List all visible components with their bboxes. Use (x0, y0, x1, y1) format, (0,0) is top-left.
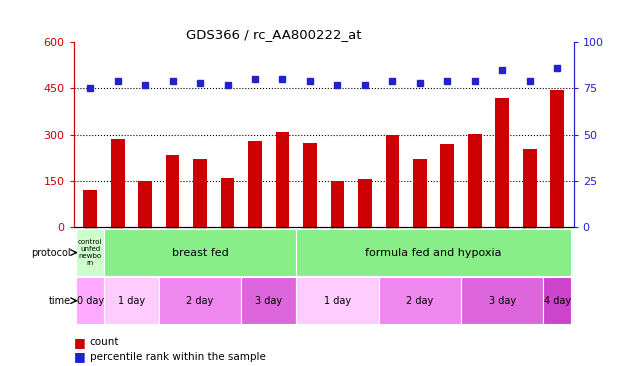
Bar (221, 178, 235, 227)
Bar (138, 181, 152, 227)
Bar (413, 158, 427, 227)
Bar (440, 144, 454, 227)
Bar (111, 139, 124, 227)
Text: 4 day: 4 day (544, 296, 570, 306)
Bar (159, 277, 241, 324)
Text: control
unfed
newbo
rn: control unfed newbo rn (78, 239, 103, 266)
Text: protocol: protocol (31, 247, 71, 258)
Bar (385, 135, 399, 227)
Bar (551, 90, 564, 227)
Bar (104, 277, 159, 324)
Bar (331, 181, 344, 227)
Bar (296, 277, 379, 324)
Text: 2 day: 2 day (187, 296, 213, 306)
Bar (83, 190, 97, 227)
Bar (523, 149, 537, 227)
Bar (461, 277, 544, 324)
Text: percentile rank within the sample: percentile rank within the sample (90, 352, 265, 362)
Text: time: time (48, 296, 71, 306)
Bar (303, 143, 317, 227)
Title: GDS366 / rc_AA800222_at: GDS366 / rc_AA800222_at (186, 28, 362, 41)
Text: 0 day: 0 day (77, 296, 104, 306)
Bar (296, 229, 571, 276)
Bar (248, 141, 262, 227)
Text: formula fed and hypoxia: formula fed and hypoxia (365, 247, 502, 258)
Bar (379, 277, 461, 324)
Bar (495, 98, 509, 227)
Bar (76, 277, 104, 324)
Bar (104, 229, 296, 276)
Bar (241, 277, 296, 324)
Text: breast fed: breast fed (172, 247, 228, 258)
Bar (76, 229, 104, 276)
Text: ■: ■ (74, 336, 85, 349)
Bar (468, 134, 481, 227)
Text: 1 day: 1 day (324, 296, 351, 306)
Text: ■: ■ (74, 350, 85, 363)
Text: 2 day: 2 day (406, 296, 433, 306)
Bar (358, 179, 372, 227)
Bar (544, 277, 571, 324)
Bar (193, 158, 207, 227)
Bar (276, 132, 289, 227)
Text: 1 day: 1 day (118, 296, 145, 306)
Text: 3 day: 3 day (255, 296, 282, 306)
Text: count: count (90, 337, 119, 347)
Bar (166, 156, 179, 227)
Text: 3 day: 3 day (488, 296, 516, 306)
